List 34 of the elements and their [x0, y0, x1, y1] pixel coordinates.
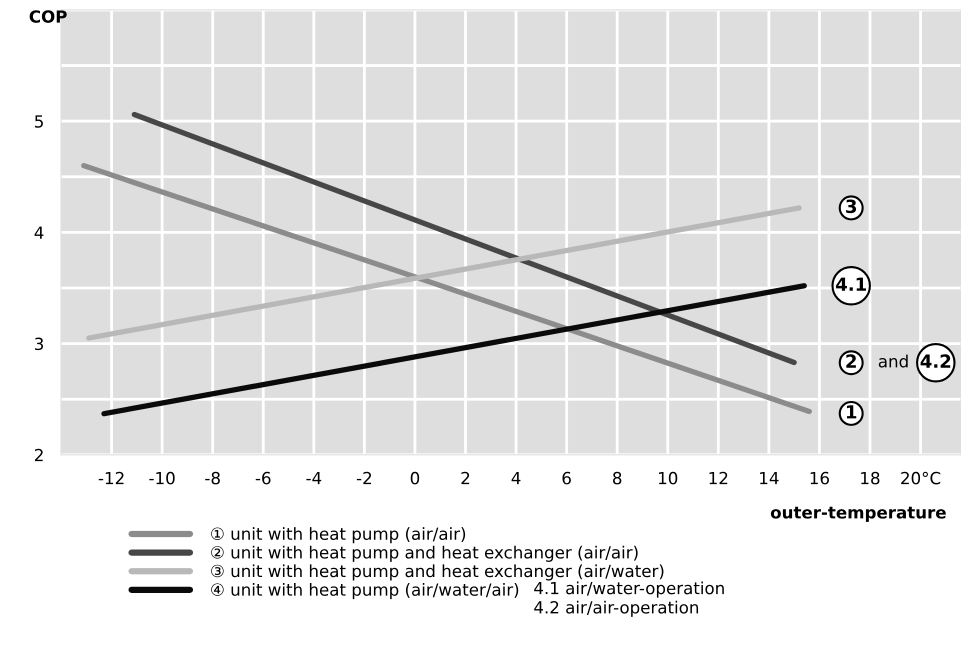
annotation: 4.1	[836, 278, 866, 291]
legend-label: ① unit with heat pump (air/air)	[211, 527, 466, 544]
x-tick-label: 18	[861, 472, 880, 484]
x-tick-label: -10	[149, 472, 175, 484]
x-tick-label: -12	[98, 472, 124, 484]
x-tick-label: -2	[356, 472, 372, 484]
annotation: 1	[846, 405, 856, 418]
annotation: 4.2	[920, 354, 950, 368]
x-tick-label: 10	[658, 472, 678, 484]
x-tick-label: 12	[710, 472, 728, 484]
x-axis-title: outer-temperature	[770, 506, 946, 522]
x-tick-label: 14	[760, 472, 779, 484]
text: 4.1 air/water-operation 4.2 air/air-operation	[534, 581, 724, 617]
x-tick-label: 2	[461, 472, 470, 484]
x-tick-label: 8	[613, 472, 622, 484]
y-tick-label: 5	[35, 115, 43, 128]
legend-label: ③ unit with heat pump and heat exchanger (air/water)	[211, 564, 664, 581]
y-tick-label: 4	[34, 226, 44, 239]
annotation: 2	[846, 354, 856, 368]
y-axis-title: COP	[30, 10, 67, 23]
x-tick-label: 6	[562, 472, 571, 484]
x-tick-label: -4	[306, 472, 322, 484]
legend-label: ② unit with heat pump and heat exchanger (air/air)	[211, 546, 638, 562]
x-tick-label: 0	[410, 472, 420, 484]
x-tick-label: -6	[256, 472, 271, 484]
annotation: 3	[846, 199, 856, 214]
x-tick-label: 4	[512, 472, 520, 484]
annotation: and	[878, 354, 908, 368]
x-tick-label: -8	[205, 472, 220, 484]
y-tick-label: 3	[35, 338, 44, 350]
x-tick-label: 16	[810, 472, 829, 484]
legend-label: ④ unit with heat pump (air/water/air)	[211, 583, 518, 600]
y-tick-label: 2	[34, 448, 43, 462]
x-tick-label: 20°C	[901, 472, 940, 484]
